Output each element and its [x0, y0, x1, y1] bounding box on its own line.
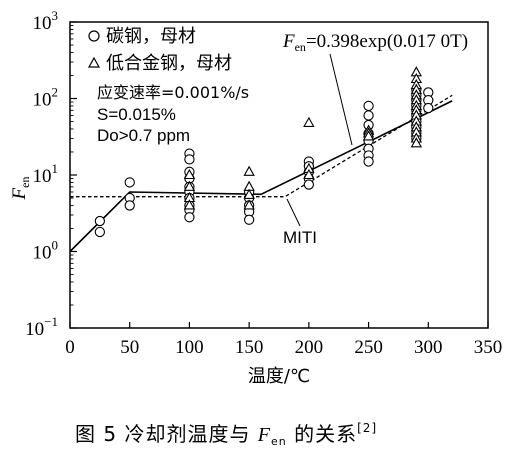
low-alloy-steel-point [362, 130, 375, 141]
x-tick-label: 150 [235, 337, 264, 358]
y-axis-title-main: F [9, 187, 30, 200]
carbon-steel-point [94, 215, 106, 227]
x-tick-label: 0 [65, 337, 75, 358]
legend-triangle-marker [87, 56, 101, 68]
caption-ref: [2] [357, 421, 377, 435]
miti-leader-line [286, 198, 301, 227]
legend-label-low-alloy-steel: 低合金钢，母材 [106, 53, 232, 74]
carbon-steel-point [184, 212, 195, 223]
low-alloy-steel-point [243, 188, 255, 199]
carbon-steel-point [124, 177, 135, 188]
condition-sulfur: S=0.015% [97, 105, 176, 124]
low-alloy-steel-point [303, 168, 315, 180]
low-alloy-steel-point [243, 165, 255, 176]
legend-label-carbon-steel: 碳钢，母材 [106, 26, 196, 47]
carbon-steel-point [363, 100, 374, 112]
carbon-steel-point [303, 179, 315, 190]
data-points [94, 66, 434, 238]
legend-circle-marker [88, 30, 100, 42]
x-axis-title: 温度/℃ [248, 366, 310, 387]
legend: 碳钢，母材 低合金钢，母材 [87, 26, 232, 74]
carbon-steel-point [94, 226, 106, 238]
miti-label: MITI [283, 228, 317, 247]
x-tick-label: 300 [414, 337, 443, 358]
y-axis-title: Fen [9, 177, 32, 201]
y-tick-label: 100 [33, 238, 59, 264]
x-tick-label: 350 [474, 337, 503, 358]
equation-lhs-main: F [282, 31, 295, 52]
figure-caption: 图 5 冷却剂温度与 Fen 的关系[2] [75, 421, 377, 448]
caption-variable: F [257, 424, 271, 446]
equation-rhs: =0.398exp(0.017 0T) [306, 31, 468, 52]
x-tick-label: 100 [175, 337, 204, 358]
condition-dissolved-oxygen: Do>0.7 ppm [97, 126, 190, 145]
low-alloy-steel-point [410, 137, 423, 148]
carbon-steel-point [243, 214, 255, 225]
caption-prefix: 图 5 冷却剂温度与 [75, 422, 258, 446]
x-axis-ticks: 0 50 100 150 200 250 300 350 [65, 322, 502, 358]
condition-strain-rate: 应变速率=0.001%/s [97, 83, 249, 102]
low-alloy-steel-point [183, 180, 196, 191]
x-tick-label: 200 [295, 337, 324, 358]
y-tick-label: 10−1 [25, 314, 58, 340]
test-conditions: 应变速率=0.001%/s S=0.015% Do>0.7 ppm [97, 83, 249, 145]
fit-equation: Fen=0.398exp(0.017 0T) [282, 31, 468, 54]
equation-lhs-sub: en [295, 40, 306, 54]
x-tick-label: 250 [354, 337, 383, 358]
low-alloy-steel-point [183, 168, 196, 180]
carbon-steel-point [363, 110, 374, 121]
carbon-steel-point [184, 154, 195, 165]
y-axis-title-sub: en [18, 177, 32, 188]
low-alloy-steel-point [243, 199, 255, 210]
y-tick-label: 102 [33, 85, 59, 111]
y-tick-label: 103 [33, 8, 59, 34]
y-tick-label: 101 [33, 161, 59, 187]
miti-dashed-line [70, 94, 453, 198]
equation-leader-line [329, 53, 353, 146]
x-tick-label: 50 [120, 337, 139, 358]
carbon-steel-point [423, 102, 434, 114]
low-alloy-steel-point [303, 116, 315, 127]
y-axis-ticks: 103 102 101 100 10−1 [25, 8, 77, 340]
caption-variable-sub: en [271, 435, 287, 448]
carbon-steel-point [124, 200, 135, 211]
caption-suffix: 的关系 [287, 422, 357, 446]
carbon-steel-point [363, 156, 374, 167]
low-alloy-steel-point [183, 199, 196, 210]
